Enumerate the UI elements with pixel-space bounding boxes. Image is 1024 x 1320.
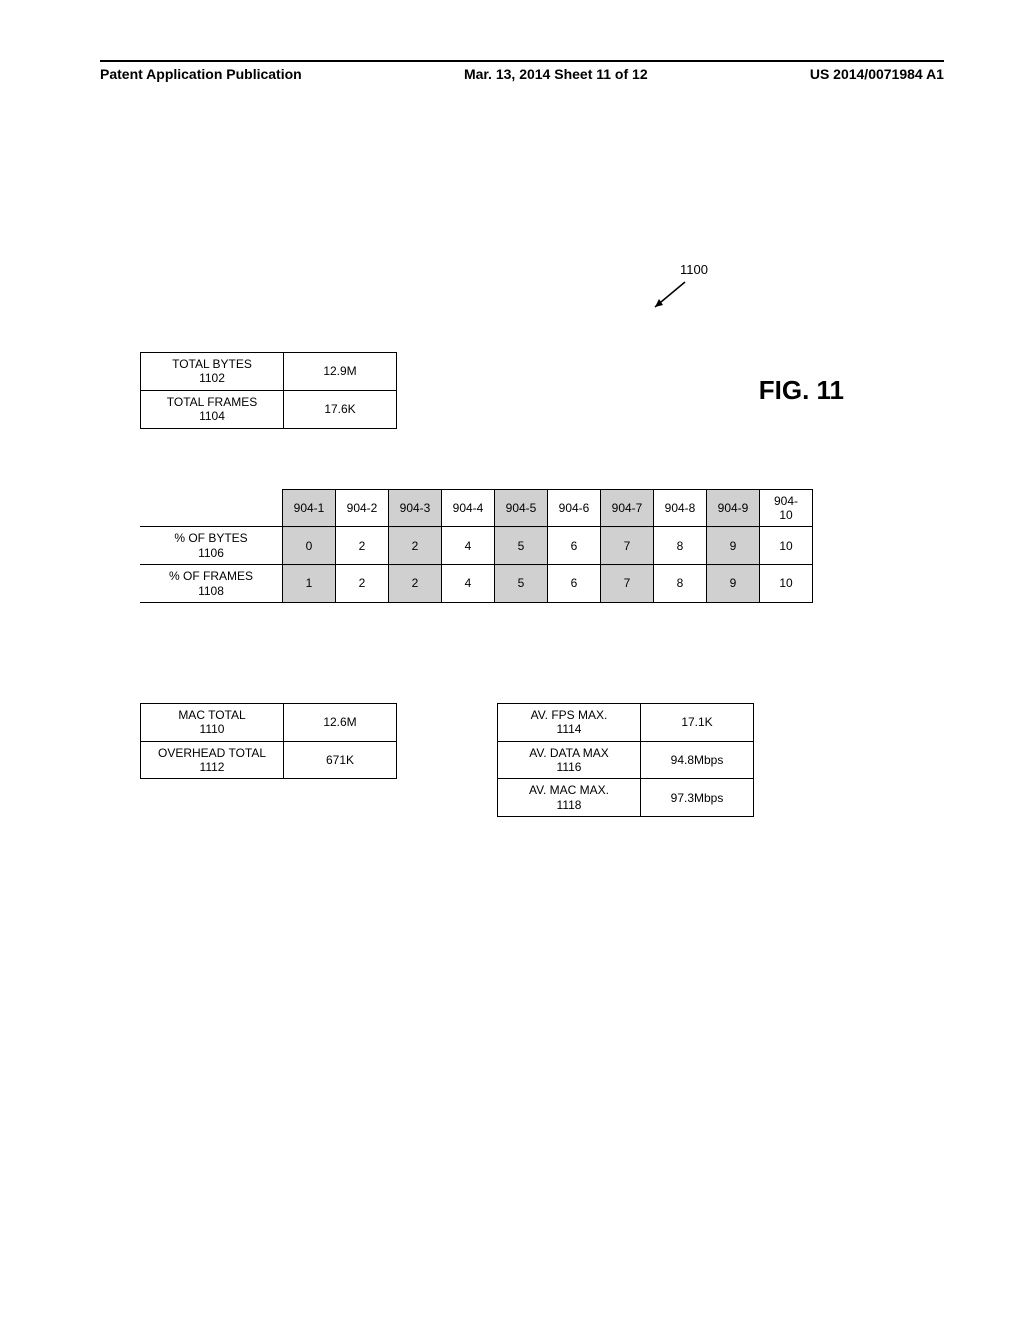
cell: 7 [601,527,654,565]
overhead-total-label: OVERHEAD TOTAL1112 [141,741,284,779]
av-fps-label: AV. FPS MAX.1114 [498,703,641,741]
table-row: OVERHEAD TOTAL1112 671K [141,741,397,779]
cell: 9 [707,565,760,603]
header-right: US 2014/0071984 A1 [810,66,944,82]
av-mac-value: 97.3Mbps [641,779,754,817]
cell: 9 [707,527,760,565]
pct-bytes-label: % OF BYTES1106 [140,527,283,565]
cell: 8 [654,565,707,603]
page-header: Patent Application Publication Mar. 13, … [100,66,944,82]
header-left: Patent Application Publication [100,66,302,82]
table-row: AV. FPS MAX.1114 17.1K [498,703,754,741]
av-fps-value: 17.1K [641,703,754,741]
av-mac-label: AV. MAC MAX.1118 [498,779,641,817]
arrow-icon [645,277,695,317]
table-row: TOTAL BYTES1102 12.9M [141,353,397,391]
cell: 10 [760,565,813,603]
col-header: 904-3 [389,489,442,527]
col-header: 904-9 [707,489,760,527]
col-header: 904-10 [760,489,813,527]
col-header: 904-5 [495,489,548,527]
col-header: 904-2 [336,489,389,527]
table-row: AV. MAC MAX.1118 97.3Mbps [498,779,754,817]
cell: 2 [336,565,389,603]
header-rule [100,60,944,62]
cell: 5 [495,527,548,565]
table-row: MAC TOTAL1110 12.6M [141,703,397,741]
mac-total-value: 12.6M [284,703,397,741]
cell: 10 [760,527,813,565]
col-header: 904-7 [601,489,654,527]
percent-table: 904-1 904-2 904-3 904-4 904-5 904-6 904-… [140,489,813,603]
col-header: 904-8 [654,489,707,527]
av-data-value: 94.8Mbps [641,741,754,779]
figure-title: FIG. 11 [759,375,844,406]
total-frames-value: 17.6K [284,390,397,428]
av-data-label: AV. DATA MAX1116 [498,741,641,779]
cell: 4 [442,565,495,603]
bottom-tables-row: MAC TOTAL1110 12.6M OVERHEAD TOTAL1112 6… [140,703,924,817]
cell: 6 [548,565,601,603]
empty-corner [140,489,283,527]
figure-content: 1100 TOTAL BYTES1102 12.9M TOTAL FRAMES1… [100,262,944,817]
col-header: 904-4 [442,489,495,527]
cell: 8 [654,527,707,565]
patent-page: Patent Application Publication Mar. 13, … [0,0,1024,857]
totals-table: TOTAL BYTES1102 12.9M TOTAL FRAMES1104 1… [140,352,397,429]
table-header-row: 904-1 904-2 904-3 904-4 904-5 904-6 904-… [140,489,813,527]
cell: 5 [495,565,548,603]
table-row: TOTAL FRAMES1104 17.6K [141,390,397,428]
row-totals-and-title: TOTAL BYTES1102 12.9M TOTAL FRAMES1104 1… [140,352,924,429]
figure-ref-arrow: 1100 [140,262,924,322]
cell: 6 [548,527,601,565]
total-bytes-value: 12.9M [284,353,397,391]
table-row: AV. DATA MAX1116 94.8Mbps [498,741,754,779]
pct-frames-label: % OF FRAMES1108 [140,565,283,603]
cell: 7 [601,565,654,603]
cell: 4 [442,527,495,565]
mac-total-label: MAC TOTAL1110 [141,703,284,741]
table-row: % OF BYTES1106 0 2 2 4 5 6 7 8 9 10 [140,527,813,565]
av-table: AV. FPS MAX.1114 17.1K AV. DATA MAX1116 … [497,703,754,817]
total-frames-label: TOTAL FRAMES1104 [141,390,284,428]
cell: 1 [283,565,336,603]
total-bytes-label: TOTAL BYTES1102 [141,353,284,391]
cell: 2 [389,527,442,565]
mac-table: MAC TOTAL1110 12.6M OVERHEAD TOTAL1112 6… [140,703,397,780]
figure-ref-number: 1100 [680,262,708,277]
table-row: % OF FRAMES1108 1 2 2 4 5 6 7 8 9 10 [140,565,813,603]
col-header: 904-6 [548,489,601,527]
cell: 2 [389,565,442,603]
header-center: Mar. 13, 2014 Sheet 11 of 12 [464,66,648,82]
cell: 2 [336,527,389,565]
overhead-total-value: 671K [284,741,397,779]
col-header: 904-1 [283,489,336,527]
cell: 0 [283,527,336,565]
